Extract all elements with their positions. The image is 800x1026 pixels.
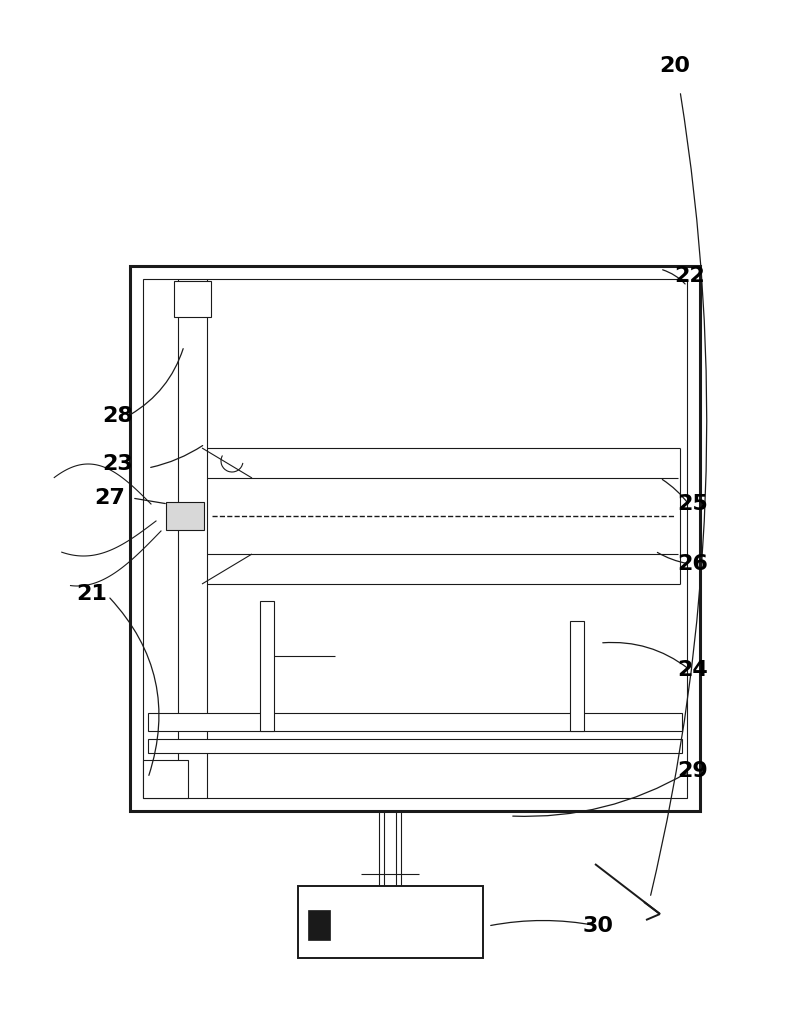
Bar: [308, 910, 330, 940]
Bar: [260, 601, 274, 731]
Text: 24: 24: [678, 660, 708, 680]
Bar: [570, 621, 584, 731]
Bar: [148, 739, 682, 753]
Text: 27: 27: [94, 488, 126, 508]
Text: 21: 21: [77, 584, 107, 604]
Bar: [143, 760, 188, 798]
Text: 20: 20: [659, 56, 690, 76]
Text: 30: 30: [582, 916, 614, 936]
Bar: [174, 281, 211, 317]
Text: 26: 26: [678, 554, 709, 574]
Bar: [130, 266, 700, 811]
Bar: [148, 713, 682, 731]
Bar: [143, 279, 687, 798]
Bar: [298, 886, 483, 958]
Text: 25: 25: [678, 494, 708, 514]
Text: 28: 28: [102, 406, 134, 426]
Text: 22: 22: [674, 266, 706, 286]
Bar: [166, 502, 204, 530]
Text: 23: 23: [102, 453, 134, 474]
Text: 29: 29: [678, 761, 708, 781]
